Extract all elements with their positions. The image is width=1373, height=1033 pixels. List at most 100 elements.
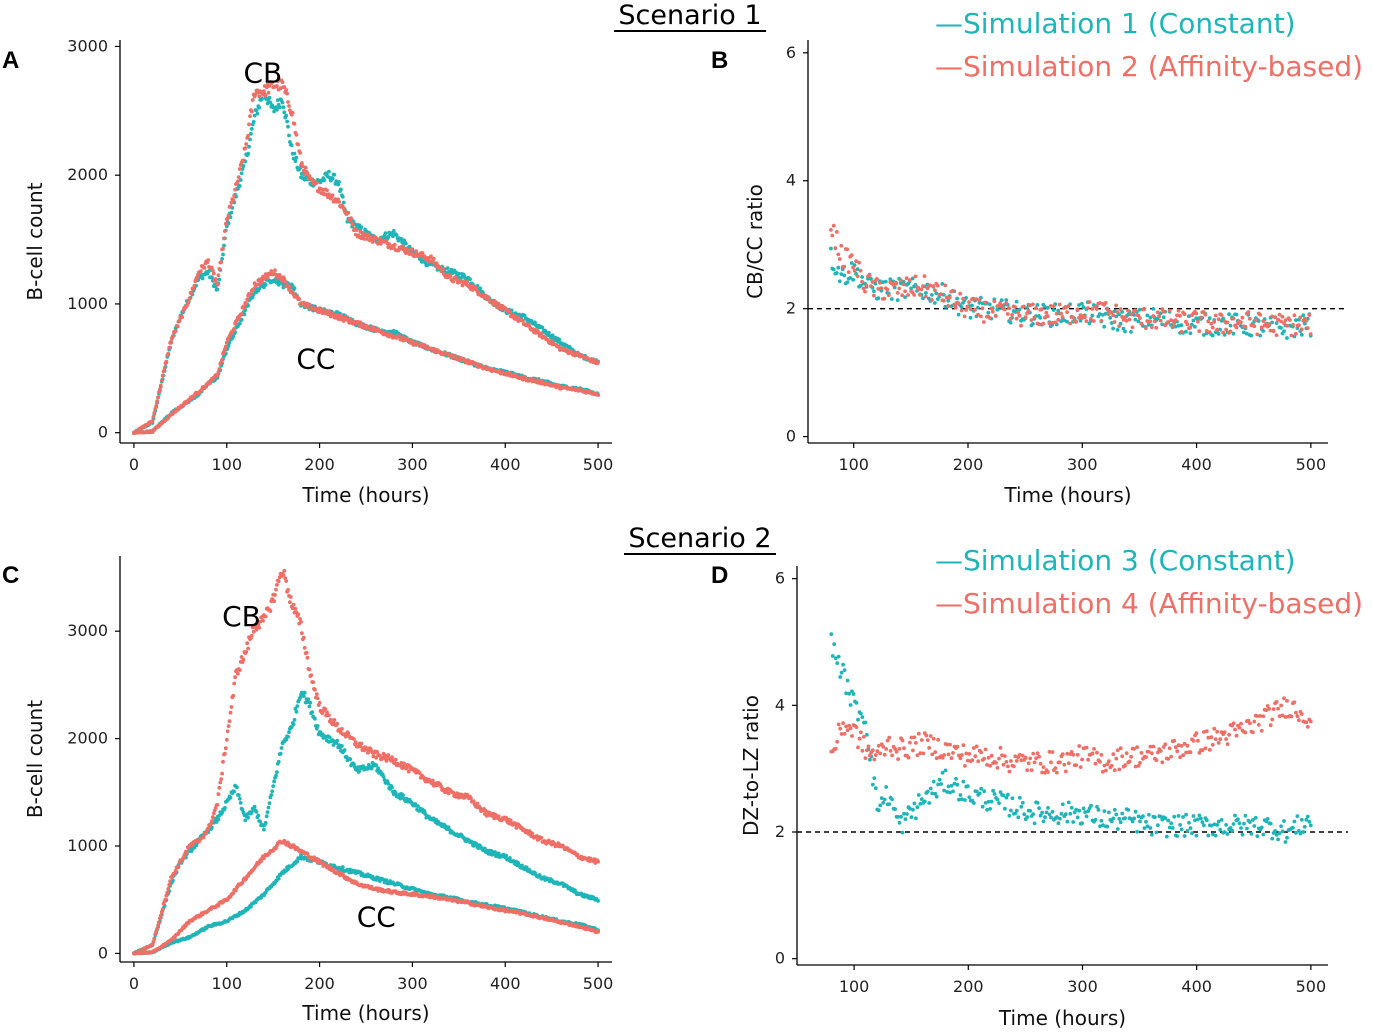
data-point-c	[308, 700, 313, 705]
data-point-b	[1228, 329, 1233, 334]
data-point-b	[885, 287, 890, 292]
data-point-a	[339, 187, 343, 192]
data-point-a	[508, 310, 512, 315]
data-point-a	[247, 122, 251, 127]
data-point-a	[223, 221, 228, 226]
data-point-d	[1010, 796, 1015, 801]
data-point-a	[478, 286, 483, 291]
data-point-a	[248, 114, 252, 118]
data-point-b	[889, 297, 894, 301]
data-point-c	[165, 890, 170, 895]
data-point-a	[158, 383, 163, 388]
data-point-b	[830, 233, 835, 238]
data-point-c	[219, 777, 224, 781]
data-point-c	[315, 696, 320, 701]
data-point-c	[273, 593, 277, 597]
data-point-b	[897, 286, 902, 291]
data-point-c	[530, 831, 535, 836]
data-point-c	[264, 814, 269, 819]
data-point-b	[1087, 300, 1092, 304]
panel-letter-d: D	[711, 562, 728, 589]
data-point-a	[284, 113, 289, 118]
data-point-b	[858, 268, 863, 273]
data-point-c	[245, 641, 250, 646]
data-point-c	[353, 740, 358, 745]
data-point-b	[1045, 314, 1050, 319]
data-point-c	[596, 930, 600, 934]
data-point-a	[198, 269, 203, 274]
data-point-c	[390, 785, 394, 790]
data-point-c	[243, 818, 248, 823]
data-point-b	[1182, 312, 1187, 317]
data-point-c	[269, 793, 274, 797]
series-b-1	[829, 223, 1313, 338]
data-point-a	[180, 315, 185, 320]
data-point-b	[1308, 332, 1313, 336]
data-point-d	[838, 675, 843, 679]
data-point-a	[210, 268, 215, 273]
data-point-c	[233, 675, 238, 680]
data-point-b	[921, 284, 925, 289]
data-point-d	[1107, 810, 1111, 815]
data-point-a	[394, 233, 399, 238]
data-point-c	[158, 913, 163, 918]
data-point-c	[359, 741, 364, 746]
x-tick-label-c: 500	[583, 974, 614, 993]
data-point-c	[210, 815, 215, 820]
data-point-b	[851, 277, 855, 282]
data-point-d	[934, 794, 939, 799]
data-point-c	[504, 853, 509, 858]
data-point-d	[939, 782, 943, 786]
data-point-b	[1304, 318, 1309, 323]
data-point-a	[285, 91, 289, 96]
data-point-c	[313, 716, 317, 721]
data-point-a	[320, 187, 325, 192]
data-point-a	[337, 180, 341, 184]
data-point-c	[223, 746, 228, 751]
data-point-d	[847, 691, 851, 696]
x-tick-label-d: 300	[1067, 977, 1098, 996]
data-point-a	[186, 299, 191, 304]
data-point-c	[265, 810, 270, 814]
data-point-b	[1243, 324, 1248, 329]
data-point-b	[924, 294, 928, 299]
data-point-b	[989, 306, 994, 311]
data-point-b	[977, 298, 982, 302]
data-point-d	[890, 797, 894, 802]
data-point-a	[307, 302, 312, 307]
data-point-a	[160, 373, 165, 378]
data-point-b	[842, 273, 847, 278]
data-point-d	[1133, 809, 1138, 814]
data-point-c	[168, 879, 173, 884]
data-point-a	[248, 137, 252, 142]
data-point-d	[893, 807, 897, 811]
data-point-d	[1084, 814, 1089, 819]
data-point-b	[1219, 313, 1224, 317]
data-point-b	[1194, 311, 1199, 316]
x-tick-label-b: 300	[1067, 455, 1098, 474]
data-point-d	[851, 692, 856, 696]
data-point-a	[237, 167, 242, 171]
data-point-b	[924, 291, 928, 295]
data-point-a	[252, 113, 257, 118]
data-point-b	[1279, 326, 1283, 330]
data-point-a	[232, 193, 237, 198]
data-point-b	[1299, 327, 1304, 332]
data-point-a	[161, 369, 166, 374]
data-point-d	[988, 807, 992, 811]
data-point-a	[294, 155, 299, 160]
data-point-c	[305, 655, 310, 660]
data-point-b	[1216, 332, 1221, 336]
data-point-c	[266, 805, 271, 810]
data-point-c	[300, 631, 304, 636]
data-point-d	[1111, 816, 1116, 821]
data-point-a	[158, 387, 162, 392]
data-point-b	[995, 307, 1000, 312]
data-point-a	[292, 122, 297, 126]
data-point-d	[1093, 817, 1098, 822]
data-point-c	[292, 718, 297, 722]
data-point-a	[281, 105, 286, 110]
data-point-b	[903, 289, 907, 294]
data-point-a	[236, 175, 241, 180]
data-point-a	[262, 89, 266, 94]
